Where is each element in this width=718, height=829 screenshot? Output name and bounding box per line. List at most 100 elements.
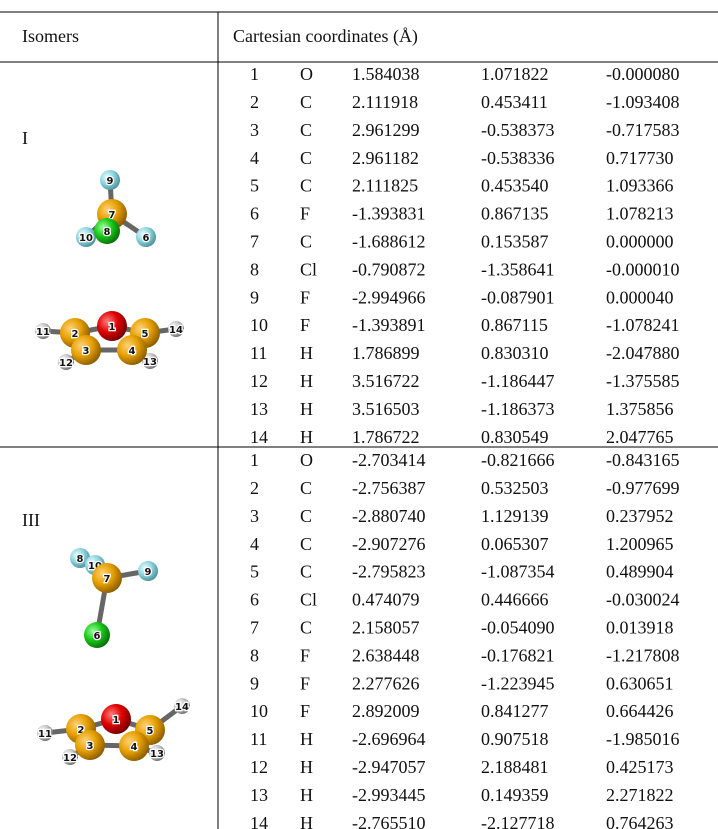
cell: -2.696964 xyxy=(352,729,426,749)
cell: -2.993445 xyxy=(352,785,426,805)
header-cell: Cartesian coordinates (Å) xyxy=(233,26,418,47)
cell: -0.538373 xyxy=(481,120,555,140)
cell: 0.446666 xyxy=(481,590,549,610)
cell: 11 xyxy=(250,729,267,749)
cell: 0.717730 xyxy=(606,148,674,168)
cell: H xyxy=(300,813,313,829)
cell: -1.688612 xyxy=(352,232,426,252)
cell: 3.516503 xyxy=(352,399,420,419)
cell: F xyxy=(300,701,310,721)
cell: 5 xyxy=(250,176,259,196)
cell: 2.188481 xyxy=(481,757,549,777)
cell: 1 xyxy=(250,64,259,84)
cell: H xyxy=(300,427,313,447)
cell: -1.375585 xyxy=(606,371,680,391)
cell: 4 xyxy=(250,148,259,168)
cell: 0.453540 xyxy=(481,176,549,196)
cell: Cl xyxy=(300,590,317,610)
atom-label: 10 xyxy=(79,233,93,244)
cell: -1.358641 xyxy=(481,259,555,279)
cell: C xyxy=(300,562,312,582)
cell: 1 xyxy=(250,450,259,470)
cell: -2.127718 xyxy=(481,813,555,829)
cell: 0.841277 xyxy=(481,701,549,721)
cell: 9 xyxy=(250,287,259,307)
cell: 2.158057 xyxy=(352,618,420,638)
atom-label: 1 xyxy=(113,715,120,726)
atom-label: 7 xyxy=(104,574,111,585)
cell: 2.277626 xyxy=(352,673,420,693)
cell: C xyxy=(300,618,312,638)
cell: 14 xyxy=(250,427,268,447)
cell: -2.994966 xyxy=(352,287,426,307)
cell: 2.271822 xyxy=(606,785,674,805)
cell: -0.821666 xyxy=(481,450,555,470)
cell: F xyxy=(300,204,310,224)
cell: 14 xyxy=(250,813,268,829)
cell: -0.030024 xyxy=(606,590,680,610)
cell: H xyxy=(300,785,313,805)
cell: C xyxy=(300,120,312,140)
cell: 0.000040 xyxy=(606,287,674,307)
cell: 0.907518 xyxy=(481,729,549,749)
cell: -1.393831 xyxy=(352,204,426,224)
cell: 11 xyxy=(250,343,267,363)
cell: -2.765510 xyxy=(352,813,426,829)
cell: 1.786722 xyxy=(352,427,420,447)
cell: 8 xyxy=(250,645,259,665)
cell: F xyxy=(300,287,310,307)
cell: -0.977699 xyxy=(606,478,680,498)
atom-label: 6 xyxy=(94,631,101,642)
cell: -1.186373 xyxy=(481,399,555,419)
cell: 4 xyxy=(250,534,259,554)
cell: 2.892009 xyxy=(352,701,420,721)
cell: 0.867135 xyxy=(481,204,549,224)
cell: 0.474079 xyxy=(352,590,420,610)
cell: 2.961182 xyxy=(352,148,419,168)
cell: H xyxy=(300,399,313,419)
cell: -2.756387 xyxy=(352,478,426,498)
cell: 0.664426 xyxy=(606,701,674,721)
cell: -0.790872 xyxy=(352,259,426,279)
cell: -2.880740 xyxy=(352,506,426,526)
atom-label: 9 xyxy=(107,176,114,187)
cell: -2.703414 xyxy=(352,450,426,470)
atom-label: 5 xyxy=(142,329,149,340)
cell: O xyxy=(300,450,313,470)
cell: -0.054090 xyxy=(481,618,555,638)
header-cell: Isomers xyxy=(22,26,79,46)
cell: -0.000010 xyxy=(606,259,680,279)
cell: 1.375856 xyxy=(606,399,674,419)
cell: 2.111918 xyxy=(352,92,418,112)
cell: 6 xyxy=(250,204,259,224)
cell: 2.638448 xyxy=(352,645,420,665)
atom-label: 5 xyxy=(147,726,154,737)
cell: -1.186447 xyxy=(481,371,555,391)
cell: -1.078241 xyxy=(606,315,680,335)
cell: -1.087354 xyxy=(481,562,555,582)
cell: 1.093366 xyxy=(606,176,674,196)
cell: -2.947057 xyxy=(352,757,426,777)
cell: 2.047765 xyxy=(606,427,674,447)
atom-label: 11 xyxy=(36,327,50,338)
cell: 0.489904 xyxy=(606,562,674,582)
atom-label: 3 xyxy=(87,741,94,752)
cell: 6 xyxy=(250,590,259,610)
cell: -0.843165 xyxy=(606,450,680,470)
cell: 9 xyxy=(250,673,259,693)
atom-label: 14 xyxy=(169,325,183,336)
cell: 0.237952 xyxy=(606,506,674,526)
atom-label: 3 xyxy=(83,346,90,357)
cell: 0.149359 xyxy=(481,785,549,805)
cell: 12 xyxy=(250,757,268,777)
cell: H xyxy=(300,343,313,363)
cell: 1.584038 xyxy=(352,64,420,84)
atom-label: 8 xyxy=(77,554,84,565)
cell: 0.532503 xyxy=(481,478,549,498)
cell: 7 xyxy=(250,232,259,252)
cell: -1.985016 xyxy=(606,729,680,749)
cell: 8 xyxy=(250,259,259,279)
cell: -0.538336 xyxy=(481,148,555,168)
atom-label: 11 xyxy=(38,729,52,740)
cell: 5 xyxy=(250,562,259,582)
